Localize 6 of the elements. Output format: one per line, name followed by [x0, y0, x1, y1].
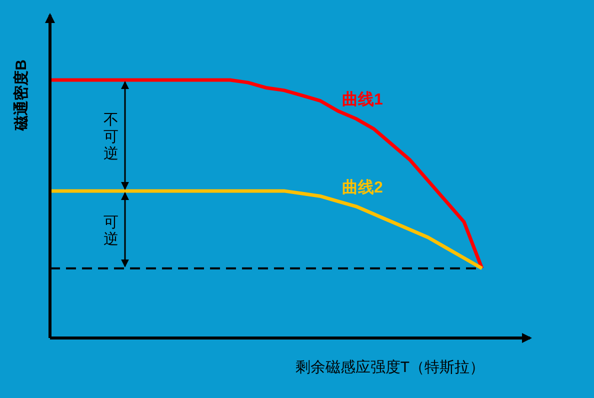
series-label: 曲线2 — [342, 178, 383, 196]
annotation: 可逆 — [104, 214, 118, 248]
series-label: 曲线1 — [342, 90, 383, 109]
y-axis-title: 磁通密度B — [12, 59, 30, 132]
annotation: 不可逆 — [104, 111, 118, 162]
x-axis-title: 剩余磁感应强度T（特斯拉） — [295, 359, 485, 376]
